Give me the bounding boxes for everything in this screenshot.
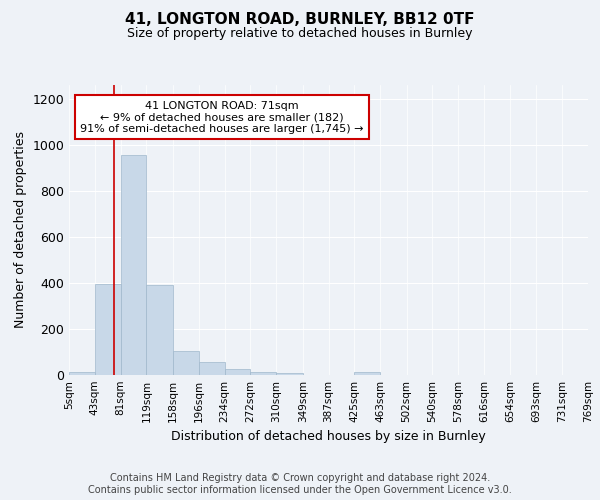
Text: 41, LONGTON ROAD, BURNLEY, BB12 0TF: 41, LONGTON ROAD, BURNLEY, BB12 0TF xyxy=(125,12,475,28)
Bar xyxy=(355,372,380,375)
Bar xyxy=(199,362,224,375)
Bar xyxy=(250,372,276,375)
Text: Contains HM Land Registry data © Crown copyright and database right 2024.
Contai: Contains HM Land Registry data © Crown c… xyxy=(88,474,512,495)
Y-axis label: Number of detached properties: Number of detached properties xyxy=(14,132,27,328)
Bar xyxy=(69,372,95,375)
Text: Size of property relative to detached houses in Burnley: Size of property relative to detached ho… xyxy=(127,28,473,40)
Bar xyxy=(173,351,199,375)
Bar xyxy=(146,285,173,375)
Bar xyxy=(224,369,250,375)
Text: 41 LONGTON ROAD: 71sqm
← 9% of detached houses are smaller (182)
91% of semi-det: 41 LONGTON ROAD: 71sqm ← 9% of detached … xyxy=(80,100,364,134)
Bar xyxy=(121,155,146,375)
Bar xyxy=(95,284,121,375)
Bar xyxy=(276,372,302,375)
X-axis label: Distribution of detached houses by size in Burnley: Distribution of detached houses by size … xyxy=(171,430,486,444)
